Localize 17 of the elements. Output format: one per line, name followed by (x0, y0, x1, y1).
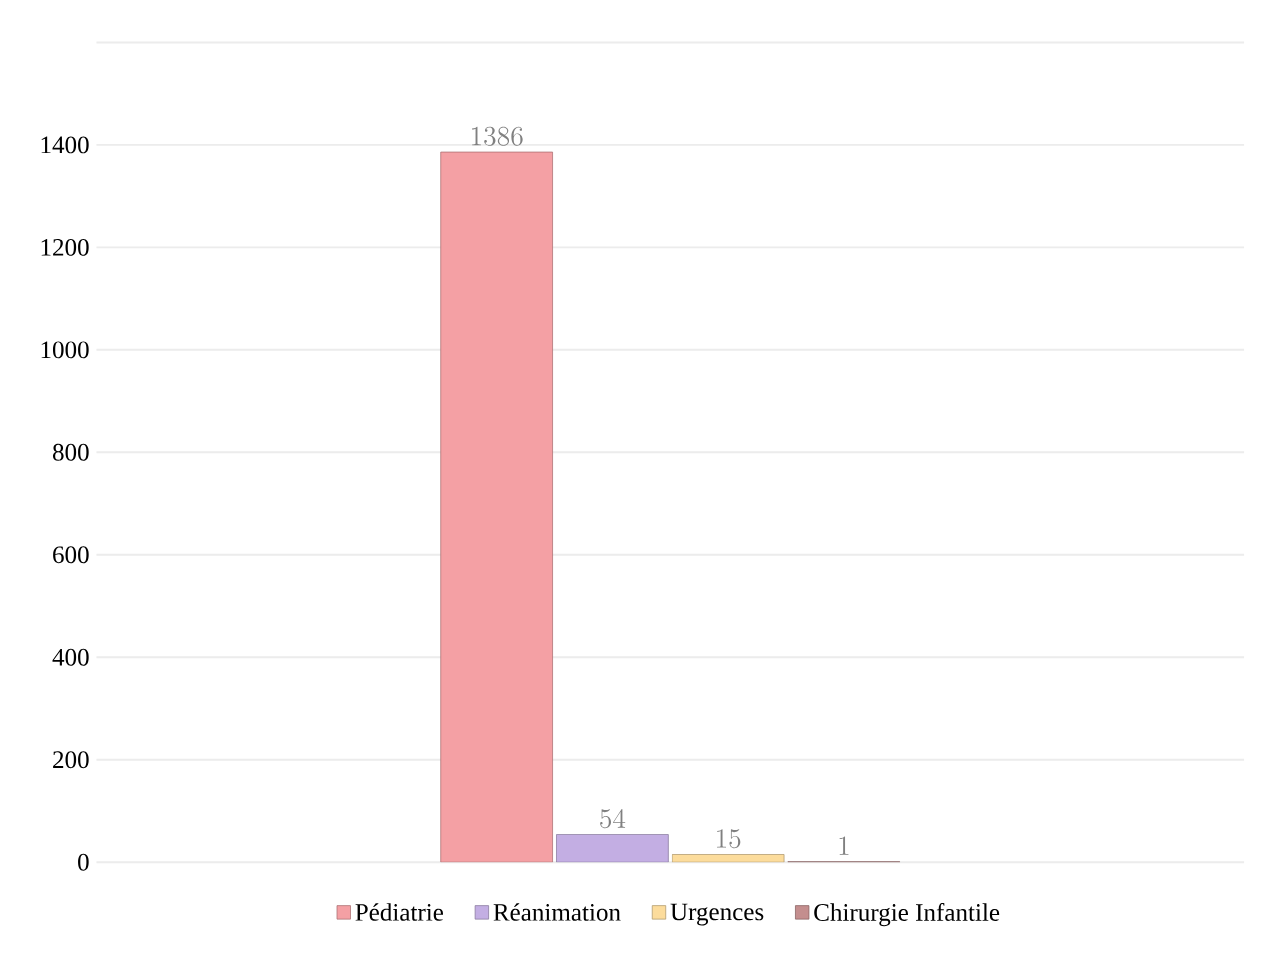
y-tick-label: 1400 (41, 136, 89, 154)
legend-label: Chirurgie Infantile (814, 903, 1000, 927)
data-label: 1386 (472, 126, 523, 146)
bar (440, 151, 553, 863)
y-tick-label: 1000 (41, 341, 89, 359)
y-tick-label: 0 (78, 853, 89, 871)
y-tick-label: 600 (53, 546, 89, 564)
y-tick-label: 800 (52, 443, 89, 461)
legend-label: Pédiatrie (355, 903, 444, 921)
legend-label: Urgences (670, 903, 764, 926)
y-tick-label: 1200 (41, 238, 89, 256)
data-label: 54 (600, 808, 626, 829)
y-tick-label: 400 (52, 648, 89, 666)
legend-label: Réanimation (493, 903, 621, 921)
data-label: 15 (717, 829, 741, 849)
data-label: 1 (839, 836, 849, 855)
y-tick-label: 200 (53, 751, 89, 769)
